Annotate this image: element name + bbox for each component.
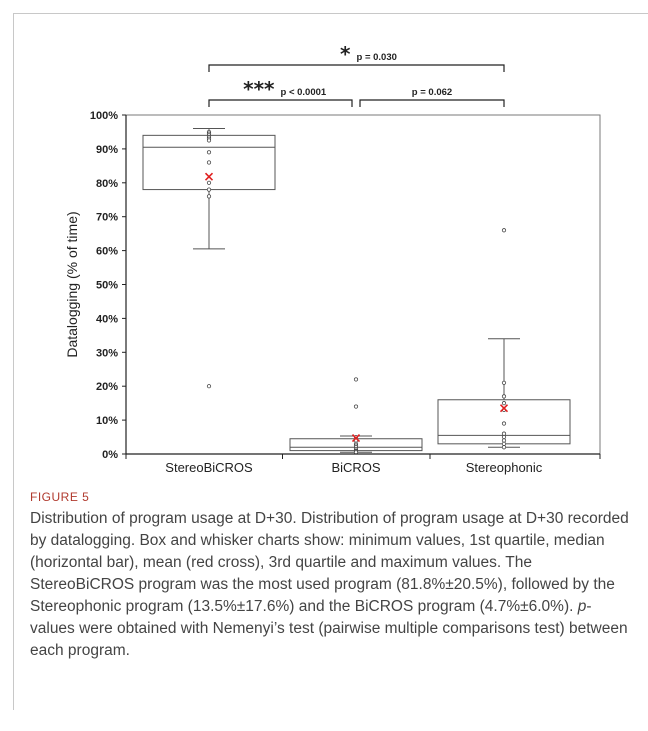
- data-points: [204, 129, 509, 455]
- axes: 0% 10% 20% 30% 40% 50% 60% 70% 80% 90% 100% Datalog…: [64, 110, 601, 475]
- caption-text-part2: -values were obtained with Nemenyi’s tes…: [30, 598, 628, 659]
- figure-caption: FIGURE 5 Distribution of program usage a…: [30, 480, 630, 662]
- figure-caption-text: Distribution of program usage at D+30. D…: [30, 508, 630, 662]
- y-tick-label: 50%: [96, 280, 118, 292]
- significance-stars: *: [340, 42, 351, 66]
- y-tick-label: 0%: [102, 449, 118, 461]
- significance-bracket: *** p < 0.0001: [208, 77, 353, 107]
- mean-marker-stroke: [351, 434, 361, 443]
- caption-text-part1: Distribution of program usage at D+30. D…: [30, 510, 629, 615]
- y-tick-label: 70%: [96, 212, 118, 224]
- mean-marker: [351, 434, 361, 443]
- y-tick-label: 90%: [96, 144, 118, 156]
- data-point: [501, 421, 507, 426]
- p-value-label: p = 0.030: [357, 52, 397, 63]
- figure-frame-left: [13, 13, 14, 710]
- data-point: [501, 228, 507, 233]
- y-tick-label: 40%: [96, 313, 118, 325]
- plot-frame: [125, 114, 601, 455]
- significance-stars: ***: [243, 77, 275, 101]
- p-value-label: p < 0.0001: [281, 87, 327, 98]
- data-point: [501, 394, 507, 399]
- figure-frame-top: [13, 13, 648, 14]
- data-point: [501, 441, 507, 446]
- data-point: [206, 180, 212, 185]
- data-point: [501, 431, 507, 436]
- data-point: [353, 404, 359, 409]
- data-point: [353, 377, 359, 382]
- significance-bracket: * p = 0.030: [208, 42, 505, 72]
- data-point: [206, 384, 212, 389]
- caption-italic-p: p: [577, 598, 587, 615]
- y-tick-label: 60%: [96, 246, 118, 258]
- bracket-line: [359, 99, 505, 107]
- x-category-label: StereoBiCROS: [165, 460, 253, 475]
- y-tick-label: 10%: [96, 415, 118, 427]
- bracket-line: [208, 99, 353, 107]
- data-point: [501, 401, 507, 406]
- x-category-label: Stereophonic: [466, 460, 543, 475]
- y-tick-label: 30%: [96, 347, 118, 359]
- y-tick-label: 80%: [96, 178, 118, 190]
- data-point: [206, 138, 212, 143]
- data-point: [206, 187, 212, 192]
- data-point: [501, 380, 507, 385]
- figure-label: FIGURE 5: [30, 490, 90, 504]
- box-plot-chart: * p = 0.030 *** p < 0.0001 p = 0.062 0% 10% 20…: [64, 42, 601, 475]
- p-value-label: p = 0.062: [412, 87, 452, 98]
- data-point: [501, 445, 507, 450]
- data-point: [501, 438, 507, 443]
- data-point: [501, 434, 507, 440]
- data-point: [206, 150, 212, 155]
- significance-brackets: * p = 0.030 *** p < 0.0001 p = 0.062: [208, 42, 505, 107]
- y-axis-label: Datalogging (% of time): [64, 211, 80, 357]
- y-tick-label: 100%: [90, 110, 118, 122]
- data-point: [206, 194, 212, 199]
- mean-marker: [204, 172, 214, 181]
- significance-bracket: p = 0.062: [359, 87, 505, 107]
- x-category-label: BiCROS: [331, 460, 380, 475]
- mean-marker-stroke: [204, 172, 214, 181]
- mean-marker-stroke: [499, 404, 509, 413]
- bracket-line: [208, 64, 505, 72]
- mean-marker: [499, 404, 509, 413]
- y-tick-label: 20%: [96, 381, 118, 393]
- data-point: [206, 160, 212, 165]
